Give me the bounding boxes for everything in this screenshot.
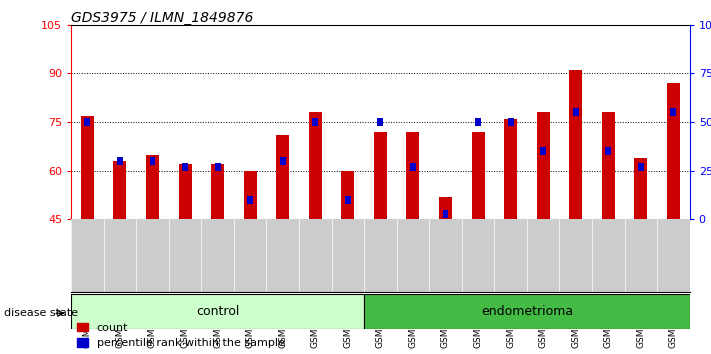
Bar bbox=[341, 171, 354, 219]
Bar bbox=[146, 155, 159, 219]
Bar bbox=[504, 119, 517, 219]
Text: disease state: disease state bbox=[4, 308, 77, 318]
Bar bbox=[605, 147, 611, 155]
Bar bbox=[670, 108, 676, 116]
Bar bbox=[182, 163, 188, 171]
Bar bbox=[374, 132, 387, 219]
Bar bbox=[634, 158, 647, 219]
Bar bbox=[439, 197, 452, 219]
Bar bbox=[247, 196, 253, 204]
Text: GDS3975 / ILMN_1849876: GDS3975 / ILMN_1849876 bbox=[71, 11, 254, 25]
Bar bbox=[276, 135, 289, 219]
Bar bbox=[364, 294, 690, 329]
Bar bbox=[280, 157, 286, 165]
Bar bbox=[117, 157, 123, 165]
Bar bbox=[638, 163, 643, 171]
Bar bbox=[573, 108, 579, 116]
Bar bbox=[71, 294, 364, 329]
Bar bbox=[81, 116, 94, 219]
Legend: count, percentile rank within the sample: count, percentile rank within the sample bbox=[77, 322, 284, 348]
Bar bbox=[244, 171, 257, 219]
Bar bbox=[378, 118, 383, 126]
Bar bbox=[442, 210, 449, 218]
Text: control: control bbox=[196, 305, 240, 318]
Bar bbox=[149, 157, 156, 165]
Text: endometrioma: endometrioma bbox=[481, 305, 573, 318]
Bar bbox=[312, 118, 319, 126]
Bar bbox=[410, 163, 416, 171]
Bar bbox=[85, 118, 90, 126]
Bar bbox=[537, 113, 550, 219]
Bar bbox=[602, 113, 615, 219]
Bar bbox=[475, 118, 481, 126]
Bar bbox=[508, 118, 513, 126]
Bar bbox=[211, 164, 224, 219]
Bar bbox=[345, 196, 351, 204]
Bar bbox=[540, 147, 546, 155]
Bar bbox=[114, 161, 127, 219]
Bar bbox=[178, 164, 191, 219]
Bar bbox=[471, 132, 485, 219]
Bar bbox=[667, 83, 680, 219]
Bar bbox=[570, 70, 582, 219]
Bar bbox=[215, 163, 220, 171]
Bar bbox=[407, 132, 419, 219]
Bar bbox=[309, 113, 322, 219]
